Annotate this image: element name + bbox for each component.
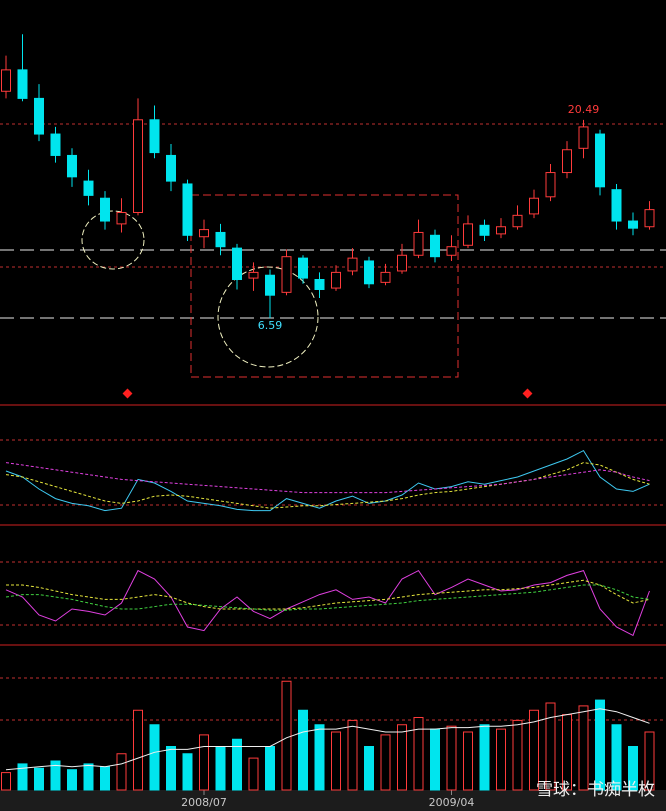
volume-bar bbox=[380, 734, 391, 791]
candle-body bbox=[17, 69, 28, 99]
volume-bar bbox=[298, 709, 308, 791]
candle-body bbox=[611, 189, 622, 222]
candle-body bbox=[265, 274, 275, 296]
volume-bar bbox=[34, 767, 44, 791]
indicator-line bbox=[6, 579, 650, 610]
candle-body bbox=[116, 211, 127, 225]
volume-bar bbox=[595, 699, 605, 791]
volume-bar bbox=[83, 763, 94, 791]
candle-body bbox=[545, 172, 556, 198]
candle-body bbox=[496, 226, 506, 235]
volume-bar bbox=[17, 763, 28, 791]
x-tick-label: 2008/07 bbox=[181, 796, 227, 809]
volume-bar bbox=[281, 680, 292, 791]
candle-body bbox=[380, 271, 391, 283]
candle-body bbox=[430, 234, 440, 258]
volume-bar bbox=[446, 725, 457, 791]
volume-bar bbox=[248, 757, 259, 791]
candle-body bbox=[199, 229, 209, 238]
indicator-line bbox=[5, 462, 650, 509]
candle-body bbox=[397, 254, 407, 272]
candle-body bbox=[364, 260, 374, 285]
candle-body bbox=[166, 154, 176, 182]
volume-bar bbox=[314, 724, 325, 791]
volume-bar bbox=[331, 731, 341, 791]
candle-body bbox=[463, 223, 473, 246]
x-tick-label: 2009/04 bbox=[429, 796, 475, 809]
volume-bar bbox=[611, 724, 622, 791]
indicator-line bbox=[5, 569, 650, 637]
volume-bar bbox=[364, 746, 374, 791]
price-annotation: 6.59 bbox=[258, 319, 283, 332]
candle-body bbox=[595, 133, 605, 188]
volume-bar bbox=[166, 746, 176, 791]
candle-body bbox=[446, 246, 457, 256]
candle-body bbox=[413, 231, 424, 256]
candle-body bbox=[34, 97, 44, 135]
volume-bar bbox=[628, 746, 638, 791]
volume-bar bbox=[133, 709, 143, 791]
candle-body bbox=[182, 183, 193, 236]
candle-body bbox=[512, 214, 523, 228]
volume-bar bbox=[347, 719, 358, 791]
volume-bar bbox=[215, 746, 226, 791]
candle-body bbox=[628, 220, 638, 229]
volume-bar bbox=[463, 731, 473, 791]
volume-bar bbox=[50, 760, 61, 791]
volume-bar bbox=[199, 734, 209, 791]
candle-body bbox=[100, 197, 110, 222]
volume-bar bbox=[529, 709, 539, 791]
candle-body bbox=[298, 257, 308, 279]
volume-bar bbox=[545, 702, 556, 791]
volume-bar bbox=[397, 724, 407, 791]
volume-bar bbox=[232, 738, 242, 791]
volume-bar bbox=[182, 753, 193, 791]
candle-body bbox=[347, 257, 358, 272]
candle-body bbox=[133, 119, 143, 213]
candle-body bbox=[248, 271, 259, 279]
candle-body bbox=[1, 69, 11, 92]
candle-body bbox=[232, 247, 242, 281]
indicator-line bbox=[5, 449, 650, 512]
candle-body bbox=[314, 279, 325, 290]
volume-bar bbox=[430, 728, 440, 791]
guides bbox=[0, 123, 666, 721]
candle-body bbox=[562, 149, 572, 174]
candle-body bbox=[67, 154, 77, 178]
time-axis-bar bbox=[0, 790, 666, 811]
candle-body bbox=[479, 224, 490, 236]
highlight-box bbox=[190, 194, 459, 378]
volume-bar bbox=[149, 724, 160, 791]
price-annotation: 20.49 bbox=[568, 103, 600, 116]
volume-bar bbox=[479, 724, 490, 791]
volume-bar bbox=[116, 753, 127, 791]
candle-body bbox=[149, 119, 160, 154]
signal-marker bbox=[522, 388, 533, 399]
volume-bar bbox=[578, 705, 589, 791]
indicator-line bbox=[5, 708, 650, 771]
candle-body bbox=[529, 197, 539, 215]
circle-mark bbox=[81, 210, 145, 270]
candle-body bbox=[50, 133, 61, 156]
candle-body bbox=[281, 256, 292, 293]
circle-mark bbox=[217, 266, 319, 368]
volume-bar bbox=[512, 719, 523, 791]
volume-bar bbox=[1, 772, 11, 791]
volume-bar bbox=[100, 766, 110, 791]
volume-bar bbox=[496, 728, 506, 791]
volume-bar bbox=[265, 746, 275, 791]
volume-bar bbox=[67, 769, 77, 791]
candle-body bbox=[578, 126, 589, 149]
volume-bar bbox=[562, 714, 572, 791]
watermark: 雪球：书痴半枚 bbox=[536, 780, 655, 800]
candle-body bbox=[83, 180, 94, 196]
volume-bar bbox=[644, 731, 655, 791]
volume-bar bbox=[413, 717, 424, 791]
candle-body bbox=[331, 271, 341, 289]
candle-body bbox=[215, 231, 226, 248]
candle-body bbox=[644, 209, 655, 228]
